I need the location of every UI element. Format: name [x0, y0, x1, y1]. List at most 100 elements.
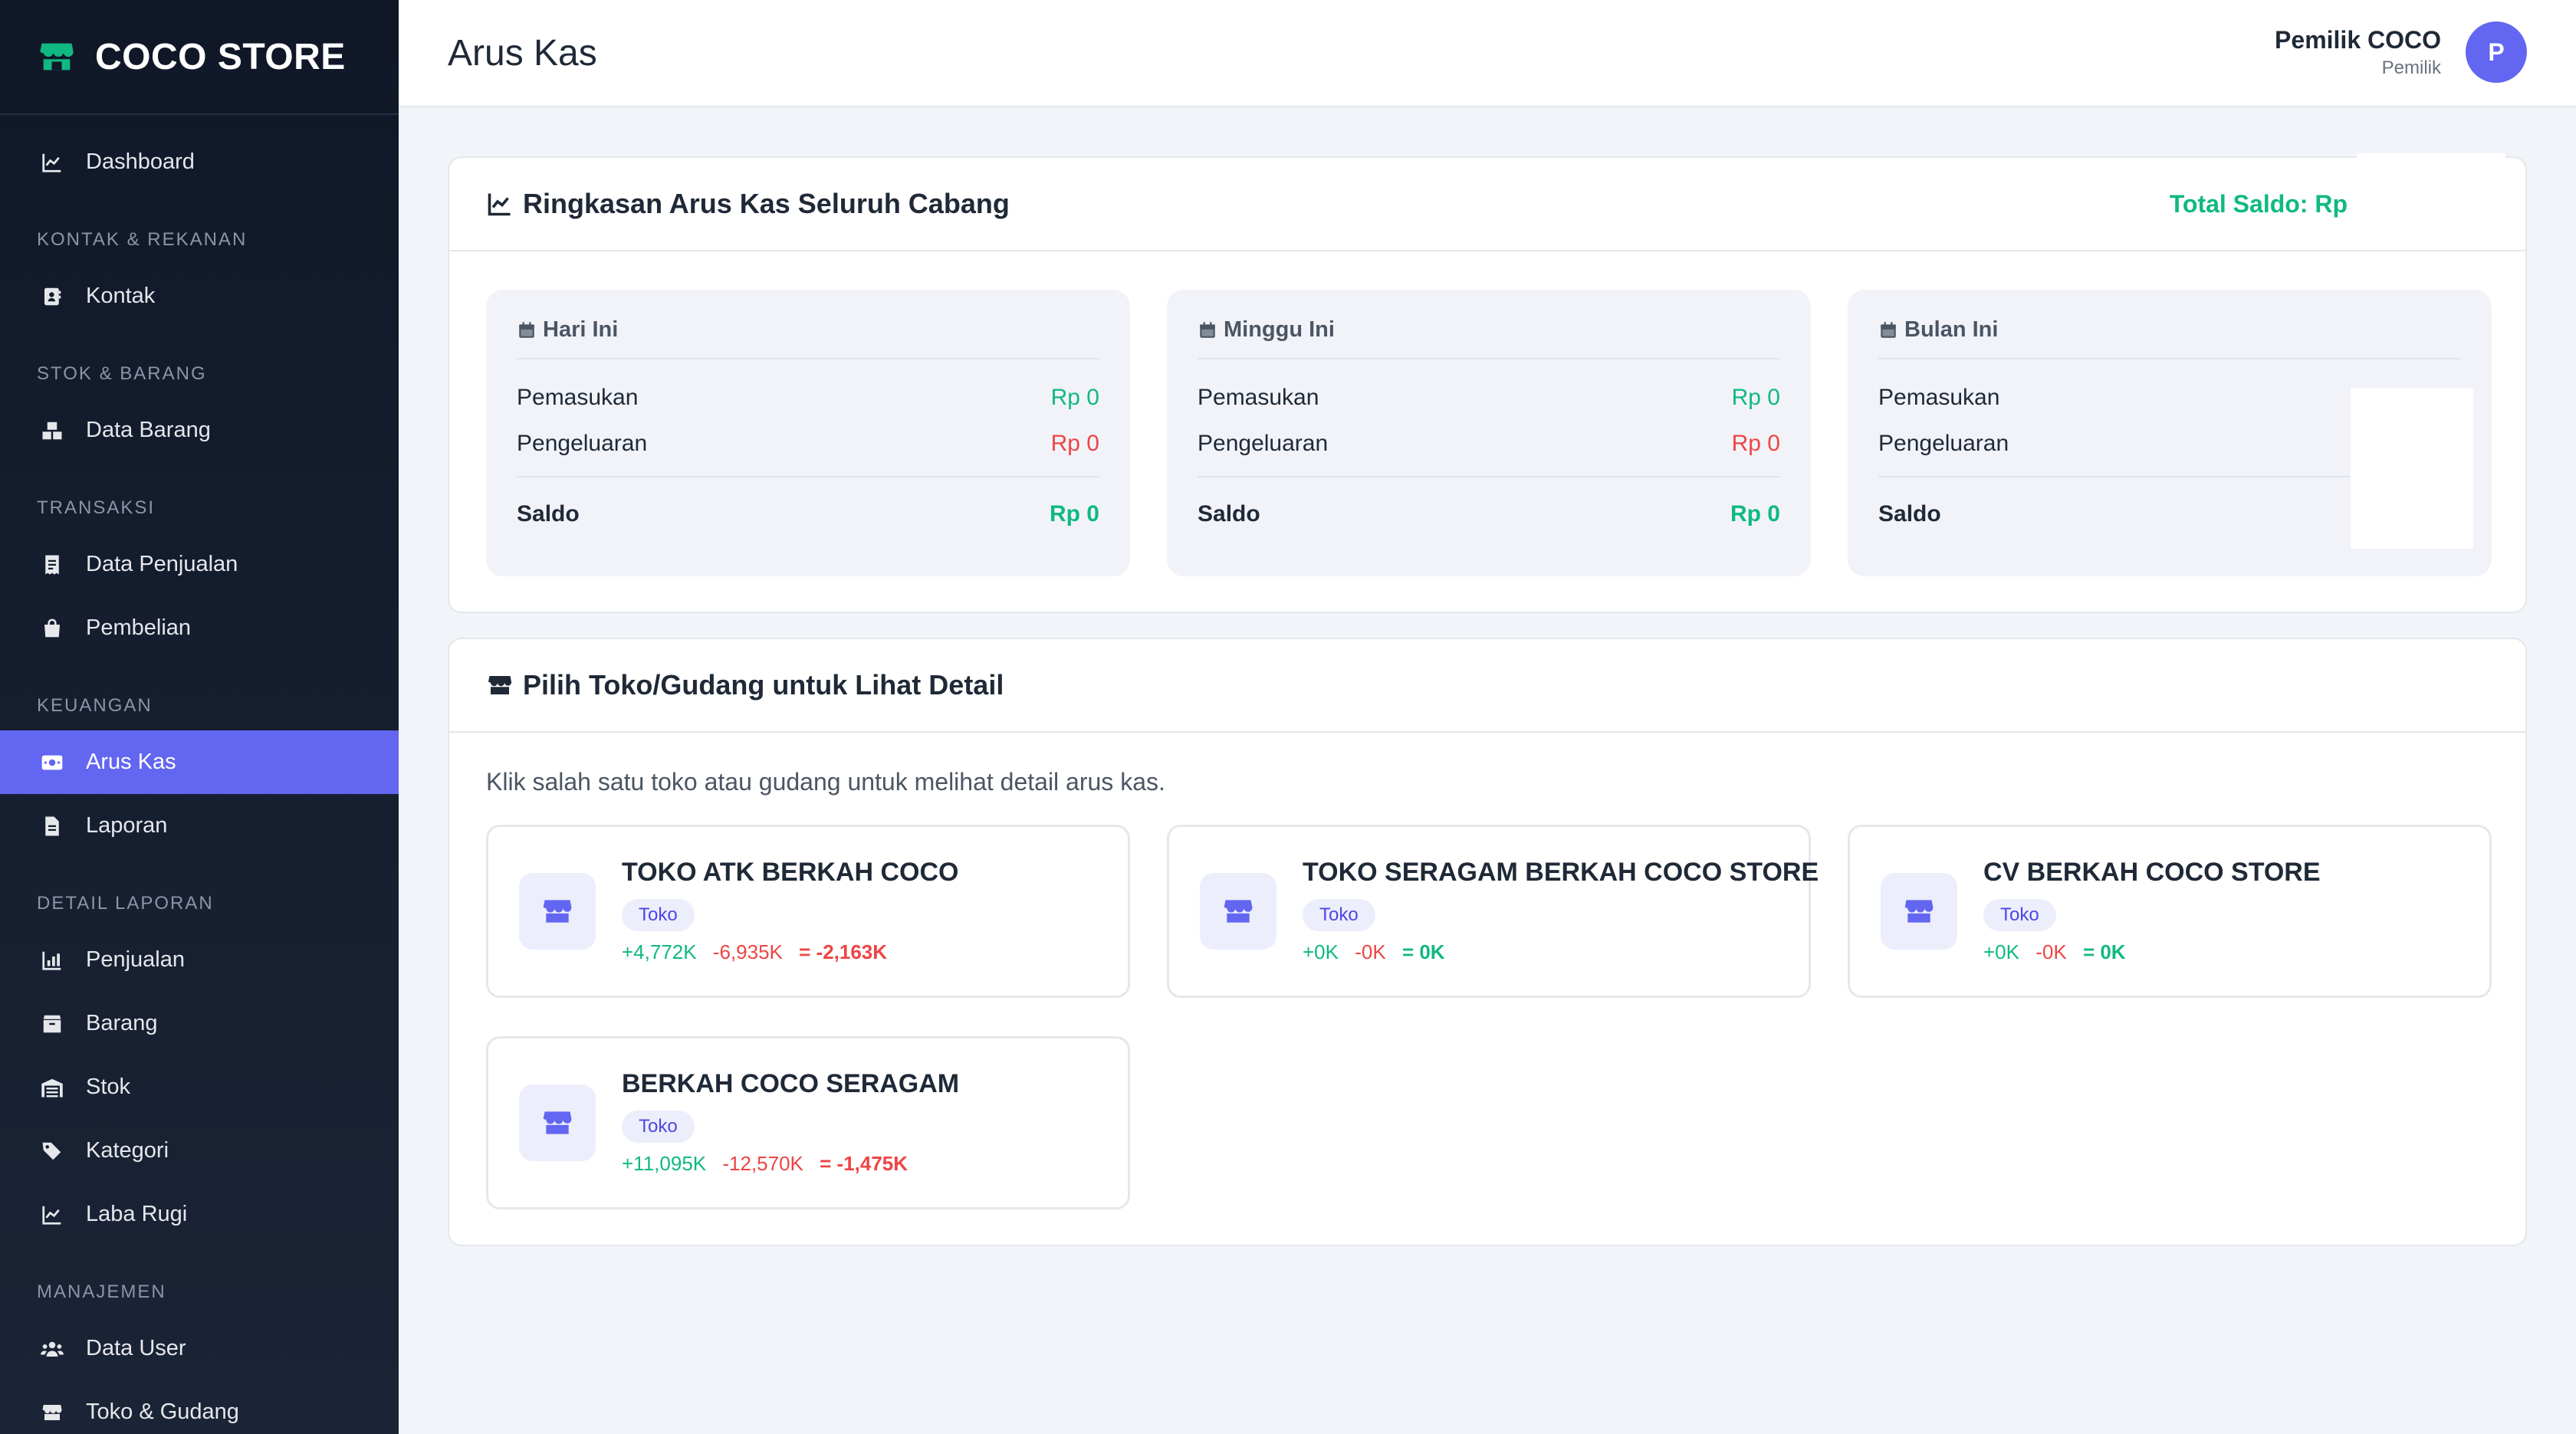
- balance-value: Rp 0: [1730, 501, 1780, 527]
- expense-row: Pengeluaran Rp 0: [517, 421, 1099, 467]
- box-icon: [40, 1012, 64, 1036]
- sidebar-item-data-penjualan[interactable]: Data Penjualan: [0, 533, 399, 596]
- avatar[interactable]: P: [2466, 21, 2527, 83]
- sidebar-item-toko-gudang[interactable]: Toko & Gudang: [0, 1380, 399, 1434]
- period-title-text: Hari Ini: [543, 317, 619, 342]
- expense-label: Pengeluaran: [1198, 431, 1329, 456]
- expense-value: Rp 0: [1050, 431, 1099, 456]
- store-card[interactable]: TOKO SERAGAM BERKAH COCO STORE Toko +0K …: [1167, 825, 1819, 998]
- store-income: +4,772K: [622, 940, 697, 963]
- warehouse-icon: [40, 1075, 64, 1100]
- calendar-icon: [1200, 321, 1215, 338]
- summary-card-header: Ringkasan Arus Kas Seluruh Cabang Total …: [449, 158, 2525, 251]
- store-icon: [488, 676, 512, 694]
- sidebar-item-data-barang[interactable]: Data Barang: [0, 399, 399, 462]
- sidebar-item-label: Data Barang: [86, 418, 211, 442]
- store-expense: -6,935K: [712, 940, 783, 963]
- store-cashflow: +4,772K -6,935K = -2,163K: [622, 940, 898, 964]
- sidebar-item-label: Toko & Gudang: [86, 1400, 239, 1424]
- divider: [517, 476, 1099, 477]
- balance-row: Saldo Rp 0: [517, 491, 1099, 537]
- receipt-icon: [40, 553, 64, 577]
- chart-line-icon: [40, 150, 64, 175]
- divider: [1198, 476, 1780, 477]
- brand[interactable]: COCO STORE: [0, 0, 399, 115]
- income-row: Pemasukan Rp 0: [1198, 375, 1780, 421]
- sidebar-item-laba-rugi[interactable]: Laba Rugi: [0, 1183, 399, 1246]
- top-header: Arus Kas Pemilik COCO Pemilik P: [399, 0, 2576, 107]
- stores-card: Pilih Toko/Gudang untuk Lihat Detail Kli…: [448, 638, 2527, 1246]
- sidebar-nav: Dashboard KONTAK & REKANAN Kontak STOK & BA…: [0, 115, 399, 1434]
- store-type-badge: Toko: [622, 1111, 695, 1143]
- period-title-text: Minggu Ini: [1224, 317, 1335, 342]
- sidebar-item-kategori[interactable]: Kategori: [0, 1119, 399, 1183]
- sidebar-item-dashboard[interactable]: Dashboard: [0, 130, 399, 194]
- store-card[interactable]: BERKAH COCO SERAGAM Toko +11,095K -12,57…: [486, 1036, 1130, 1209]
- store-expense: -0K: [2036, 940, 2067, 963]
- store-icon: [40, 43, 74, 71]
- store-type-badge: Toko: [1983, 899, 2056, 931]
- summary-title: Ringkasan Arus Kas Seluruh Cabang: [523, 188, 1010, 219]
- sidebar-item-label: Pembelian: [86, 615, 192, 640]
- period-title-text: Bulan Ini: [1904, 317, 1999, 342]
- sidebar-section-label: DETAIL LAPORAN: [37, 893, 214, 914]
- calendar-icon: [519, 321, 534, 338]
- file-icon: [40, 814, 64, 838]
- income-label: Pemasukan: [1878, 385, 2000, 410]
- store-icon: [519, 873, 596, 950]
- income-label: Pemasukan: [1198, 385, 1319, 410]
- sidebar-item-label: Arus Kas: [86, 750, 176, 774]
- brand-name: COCO STORE: [95, 36, 346, 77]
- sidebar-item-stok[interactable]: Stok: [0, 1055, 399, 1119]
- sidebar-item-label: Dashboard: [86, 149, 195, 174]
- store-type-badge: Toko: [622, 899, 695, 931]
- shopping-bag-icon: [40, 616, 64, 641]
- income-label: Pemasukan: [517, 385, 639, 410]
- income-value: Rp 0: [1050, 385, 1099, 410]
- balance-label: Saldo: [1198, 501, 1260, 527]
- store-type-badge: Toko: [1303, 899, 1375, 931]
- store-cashflow: +0K -0K = 0K: [1983, 940, 2137, 964]
- income-row: Pemasukan Rp 0: [517, 375, 1099, 421]
- income-value: Rp 0: [1731, 385, 1780, 410]
- users-icon: [40, 1337, 64, 1361]
- boxes-icon: [40, 418, 64, 443]
- sidebar-item-barang[interactable]: Barang: [0, 992, 399, 1055]
- store-net: = -2,163K: [799, 940, 888, 963]
- store-card[interactable]: CV BERKAH COCO STORE Toko +0K -0K = 0K: [1848, 825, 2492, 998]
- period-title: Hari Ini: [517, 317, 1099, 359]
- store-income: +0K: [1303, 940, 1339, 963]
- redacted-area: [2351, 388, 2473, 549]
- store-cashflow: +11,095K -12,570K = -1,475K: [622, 1152, 918, 1176]
- sidebar-section-label: KEUANGAN: [37, 695, 153, 716]
- store-icon: [40, 1400, 64, 1425]
- page-title: Arus Kas: [448, 32, 597, 74]
- expense-value: Rp 0: [1731, 431, 1780, 456]
- sidebar-item-label: Kontak: [86, 284, 156, 308]
- expense-label: Pengeluaran: [517, 431, 648, 456]
- sidebar-section-label: STOK & BARANG: [37, 363, 207, 384]
- sidebar-item-data-user[interactable]: Data User: [0, 1317, 399, 1380]
- user-menu[interactable]: Pemilik COCO Pemilik P: [2275, 21, 2527, 83]
- expense-row: Pengeluaran Rp 0: [1198, 421, 1780, 467]
- store-expense: -0K: [1355, 940, 1386, 963]
- expense-label: Pengeluaran: [1878, 431, 2009, 456]
- sidebar-item-laporan[interactable]: Laporan: [0, 794, 399, 858]
- store-name: TOKO ATK BERKAH COCO: [622, 858, 959, 887]
- chart-line-icon: [488, 193, 511, 216]
- redacted-area: [2357, 153, 2505, 244]
- store-net: = 0K: [2082, 940, 2126, 963]
- period-title: Bulan Ini: [1878, 317, 2461, 359]
- sidebar-item-penjualan[interactable]: Penjualan: [0, 928, 399, 992]
- sidebar-item-kontak[interactable]: Kontak: [0, 264, 399, 328]
- store-card[interactable]: TOKO ATK BERKAH COCO Toko +4,772K -6,935…: [486, 825, 1130, 998]
- period-summary-box: Hari Ini Pemasukan Rp 0 Pengeluaran Rp 0…: [486, 290, 1130, 576]
- money-bill-icon: [40, 750, 64, 775]
- sidebar-item-label: Stok: [86, 1075, 131, 1099]
- sidebar-section-label: KONTAK & REKANAN: [37, 229, 248, 250]
- store-income: +0K: [1983, 940, 2019, 963]
- sidebar-item-arus-kas[interactable]: Arus Kas: [0, 730, 399, 794]
- sidebar-item-pembelian[interactable]: Pembelian: [0, 596, 399, 660]
- store-icon: [1881, 873, 1957, 950]
- chart-line-icon: [40, 1203, 64, 1227]
